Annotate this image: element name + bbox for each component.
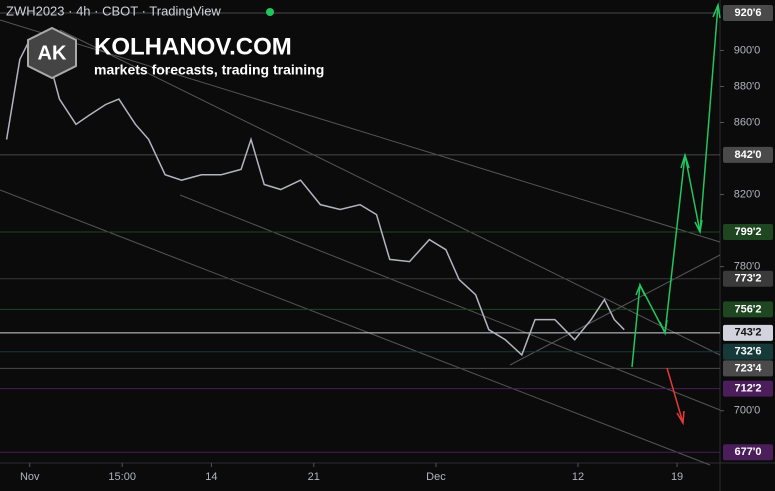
arrow-head: [659, 319, 668, 336]
trendline: [509, 254, 721, 366]
x-tick-label: 15:00: [108, 471, 136, 483]
x-tick-label: Nov: [20, 471, 40, 483]
price-label-box: [723, 223, 773, 240]
price-label-box: [723, 270, 773, 287]
logo-name: KOLHANOV.COM: [94, 33, 292, 60]
price-label-box: [723, 343, 773, 360]
y-tick-label: 820'0: [734, 188, 761, 200]
price-label: 842'0: [734, 149, 761, 161]
price-label-box: [723, 360, 773, 377]
price-label: 743'2: [734, 327, 761, 339]
price-label: 799'2: [734, 226, 761, 238]
x-tick-label: 12: [572, 471, 584, 483]
y-tick-label: 780'0: [734, 261, 761, 273]
bear-arrow: [666, 367, 685, 426]
price-label-box: [723, 324, 773, 341]
trendline: [0, 19, 721, 243]
price-label: 723'4: [734, 362, 762, 374]
plot: [0, 12, 720, 453]
price-line: [5, 38, 625, 357]
arrow-head: [676, 410, 685, 426]
price-label-box: [723, 301, 773, 318]
status-dot: [266, 8, 274, 16]
x-tick-label: 14: [205, 471, 217, 483]
arrow-head: [694, 219, 703, 235]
y-tick-label: 860'0: [734, 116, 761, 128]
arrow-head: [712, 2, 721, 19]
forecast-arrows: [631, 2, 721, 368]
x-tick-label: 19: [671, 471, 683, 483]
price-label-box: [723, 380, 773, 397]
x-tick-label: Dec: [426, 471, 446, 483]
price-label-box: [723, 444, 773, 461]
price-label: 732'6: [734, 346, 761, 358]
arrow-head: [680, 152, 690, 169]
price-label-box: [723, 146, 773, 163]
arrow-head: [635, 283, 646, 297]
x-tick-label: 21: [308, 471, 320, 483]
forecast-path: [631, 4, 719, 368]
price-label: 773'2: [734, 273, 761, 285]
trendline: [179, 194, 721, 411]
price-label: 677'0: [734, 446, 761, 458]
trendlines: [0, 19, 721, 466]
price-label-box: [723, 5, 773, 22]
logo-mark: AK: [38, 42, 67, 64]
y-tick-label: 700'0: [734, 405, 761, 417]
symbol-header: ZWH2023 · 4h · CBOT · TradingView: [6, 3, 221, 18]
price-label: 756'2: [734, 303, 761, 315]
price-label: 712'2: [734, 383, 761, 395]
trendline: [59, 29, 721, 356]
logo-badge: [27, 26, 77, 80]
y-tick-label: 900'0: [734, 44, 761, 56]
trendline: [0, 189, 711, 466]
y-tick-label: 880'0: [734, 80, 761, 92]
price-label: 920'6: [734, 7, 761, 19]
logo-tagline: markets forecasts, trading training: [94, 62, 324, 78]
arrow-line: [666, 367, 684, 424]
